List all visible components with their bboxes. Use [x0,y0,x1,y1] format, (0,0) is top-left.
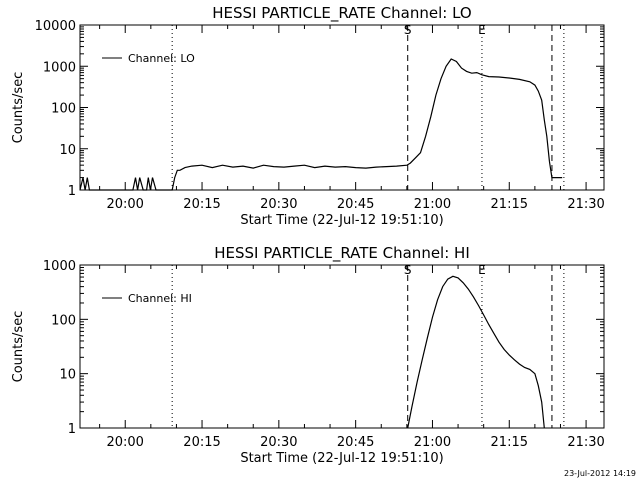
series-line [79,58,563,191]
legend-label: Channel: HI [128,292,192,305]
x-axis-label: Start Time (22-Jul-12 19:51:10) [240,213,443,228]
y-tick-label: 100 [51,102,76,117]
y-tick-label: 10 [59,143,76,158]
chart-title: HESSI PARTICLE_RATE Channel: HI [214,244,470,263]
y-tick-label: 10000 [35,19,76,34]
x-tick-label: 20:30 [260,197,297,212]
x-tick-label: 20:15 [183,197,220,212]
marker-label: S [404,23,412,37]
x-tick-label: 21:00 [414,197,451,212]
marker-label: E [478,23,486,37]
series-line [407,275,545,429]
footer-timestamp: 23-Jul-2012 14:19 [564,469,636,478]
plot-frame [79,24,605,191]
x-tick-label: 20:00 [106,435,143,450]
x-tick-label: 21:00 [414,435,451,450]
marker-label: S [404,263,412,277]
panel-lo: HESSI PARTICLE_RATE Channel: LO Start Tim… [11,4,605,228]
y-tick-label: 100 [51,313,76,328]
x-axis-label: Start Time (22-Jul-12 19:51:10) [240,451,443,466]
x-tick-label: 21:30 [567,435,604,450]
x-tick-label: 21:15 [491,435,528,450]
y-tick-label: 1 [68,422,76,437]
y-tick-label: 1000 [43,60,76,75]
panel-hi: HESSI PARTICLE_RATE Channel: HI Start Tim… [11,244,605,466]
x-tick-label: 20:00 [106,197,143,212]
legend-label: Channel: LO [128,52,195,65]
y-axis-label: Counts/sec [11,311,26,383]
y-tick-label: 1000 [43,259,76,274]
x-tick-label: 20:15 [183,435,220,450]
marker-label: E [478,263,486,277]
x-tick-label: 20:45 [337,197,374,212]
x-tick-label: 21:30 [567,197,604,212]
plot-frame [79,264,605,429]
y-tick-label: 1 [68,184,76,199]
x-tick-label: 21:15 [491,197,528,212]
x-tick-label: 20:30 [260,435,297,450]
y-tick-label: 10 [59,368,76,383]
chart-title: HESSI PARTICLE_RATE Channel: LO [212,4,471,23]
y-axis-label: Counts/sec [11,72,26,144]
x-tick-label: 20:45 [337,435,374,450]
